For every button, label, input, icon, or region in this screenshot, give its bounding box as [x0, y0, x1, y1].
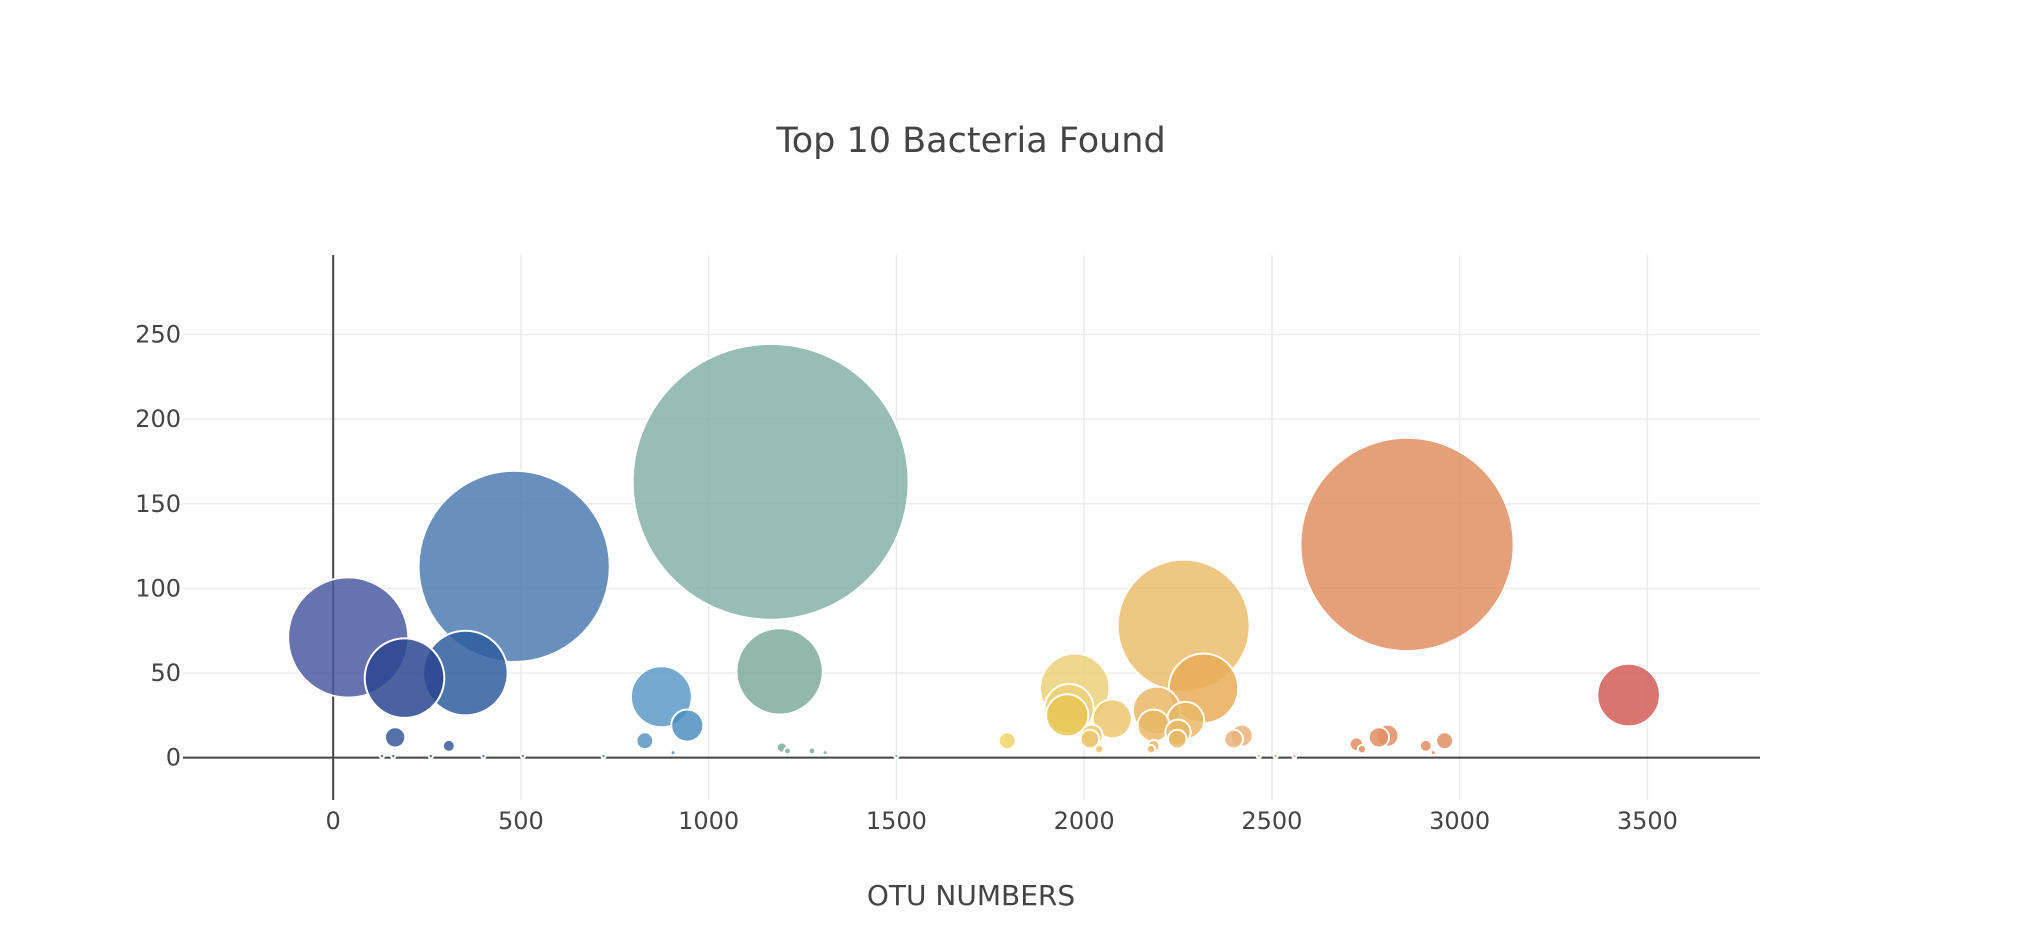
y-tick-label: 0: [166, 744, 181, 772]
bubble-point[interactable]: [519, 752, 527, 760]
bubble-point[interactable]: [1255, 752, 1262, 760]
bubble-point[interactable]: [1429, 749, 1437, 757]
x-tick-label: 1000: [678, 807, 739, 835]
bubble-point[interactable]: [480, 752, 487, 760]
bubble-point[interactable]: [1596, 662, 1661, 728]
bubble-point[interactable]: [1091, 698, 1133, 740]
y-tick-label: 250: [135, 321, 181, 349]
y-tick-label: 150: [135, 490, 181, 518]
x-axis-title: OTU NUMBERS: [867, 879, 1075, 912]
bubble-point[interactable]: [997, 731, 1017, 751]
bubble-point[interactable]: [821, 749, 829, 757]
bubble-point[interactable]: [1079, 728, 1101, 750]
bubble-point[interactable]: [1045, 693, 1090, 738]
bubble-point[interactable]: [1272, 752, 1279, 760]
bubble-point[interactable]: [427, 752, 435, 760]
bubble-point[interactable]: [1435, 731, 1455, 751]
bubble-point[interactable]: [390, 752, 397, 760]
y-tick-label: 200: [135, 405, 181, 433]
bubble-point[interactable]: [378, 752, 386, 760]
x-tick-label: 3000: [1429, 807, 1490, 835]
bubble-point[interactable]: [629, 665, 693, 729]
bubble-point[interactable]: [635, 731, 655, 751]
bubble-point[interactable]: [669, 749, 677, 757]
bubble-point[interactable]: [383, 726, 407, 749]
x-tick-label: 500: [498, 807, 544, 835]
bubble-point[interactable]: [1291, 752, 1298, 760]
bubble-point[interactable]: [1367, 726, 1391, 749]
label-layer: 0 500 1000 1500 2000 2500 3000 3500 0 50 100 150 200…: [135, 321, 1678, 835]
bubble-point[interactable]: [1223, 728, 1244, 750]
bubble-point[interactable]: [1299, 436, 1515, 653]
x-tick-label: 3500: [1617, 807, 1678, 835]
bubble-point[interactable]: [735, 627, 824, 716]
bubble-point[interactable]: [1166, 728, 1188, 750]
chart-title: Top 10 Bacteria Found: [775, 121, 1165, 161]
bubble-point[interactable]: [1418, 738, 1433, 753]
x-tick-label: 0: [326, 807, 341, 835]
bubble-point[interactable]: [600, 752, 607, 760]
bubble-point[interactable]: [1145, 743, 1157, 755]
bubble-point[interactable]: [783, 746, 792, 756]
x-tick-label: 1500: [866, 807, 927, 835]
grid-layer: [183, 255, 1760, 800]
bubble-point[interactable]: [631, 342, 910, 621]
y-tick-label: 50: [150, 659, 181, 687]
x-tick-label: 2000: [1054, 807, 1115, 835]
bubble-point[interactable]: [1136, 708, 1171, 743]
bubble-point[interactable]: [441, 738, 456, 753]
y-tick-label: 100: [135, 574, 181, 602]
bubble-point[interactable]: [893, 752, 900, 760]
bubble-point[interactable]: [1093, 743, 1105, 755]
bubble-point[interactable]: [363, 637, 446, 719]
x-tick-label: 2500: [1241, 807, 1302, 835]
bubble-layer: [287, 342, 1661, 760]
axis-layer: [183, 255, 1760, 800]
bubble-point[interactable]: [417, 469, 611, 664]
bubble-point[interactable]: [670, 708, 705, 743]
bubble-point[interactable]: [1356, 743, 1368, 755]
bubble-point[interactable]: [807, 746, 817, 756]
